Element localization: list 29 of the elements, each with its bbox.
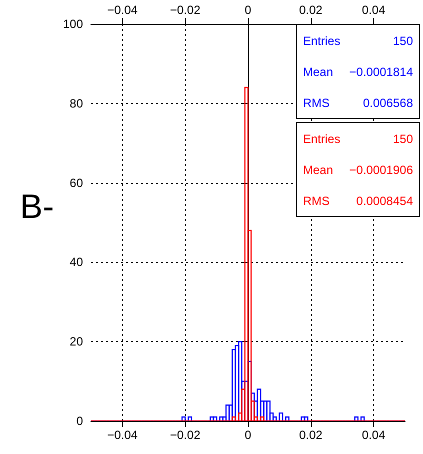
x-tick-label: −0.04: [107, 428, 138, 442]
annotation: RMS: [303, 194, 330, 208]
y-tick-label: 80: [70, 96, 84, 110]
annotation: 0.006568: [362, 96, 413, 110]
x-tick-label: −0.02: [170, 428, 201, 442]
x2-tick-label: 0.04: [362, 3, 386, 17]
x2-tick-label: 0.02: [299, 3, 323, 17]
y-tick-label: 60: [70, 176, 84, 190]
x2-tick-label: −0.02: [170, 3, 201, 17]
y-tick-label: 20: [70, 334, 84, 349]
annotation: Entries: [303, 132, 340, 146]
annotation: Mean: [303, 64, 334, 78]
annotation: RMS: [303, 96, 330, 110]
annotation: −0.0001814: [349, 64, 413, 78]
x-tick-label: 0.04: [362, 428, 386, 442]
annotation: Entries: [303, 34, 340, 48]
x2-tick-label: 0: [244, 3, 252, 17]
x-tick-label: 0.02: [299, 428, 323, 442]
y-tick-label: 0: [76, 414, 84, 428]
annotation: −0.0001906: [349, 162, 413, 176]
annotation: Mean: [303, 162, 334, 176]
text: B-: [20, 188, 54, 227]
y-tick-label: 40: [70, 255, 84, 270]
x-tick-label: 0: [244, 428, 252, 442]
y-tick-label: 100: [62, 17, 84, 31]
x2-tick-label: −0.04: [107, 3, 138, 17]
annotation: 150: [392, 132, 413, 146]
annotation: 150: [392, 34, 413, 48]
annotation: 0.0008454: [356, 194, 413, 208]
